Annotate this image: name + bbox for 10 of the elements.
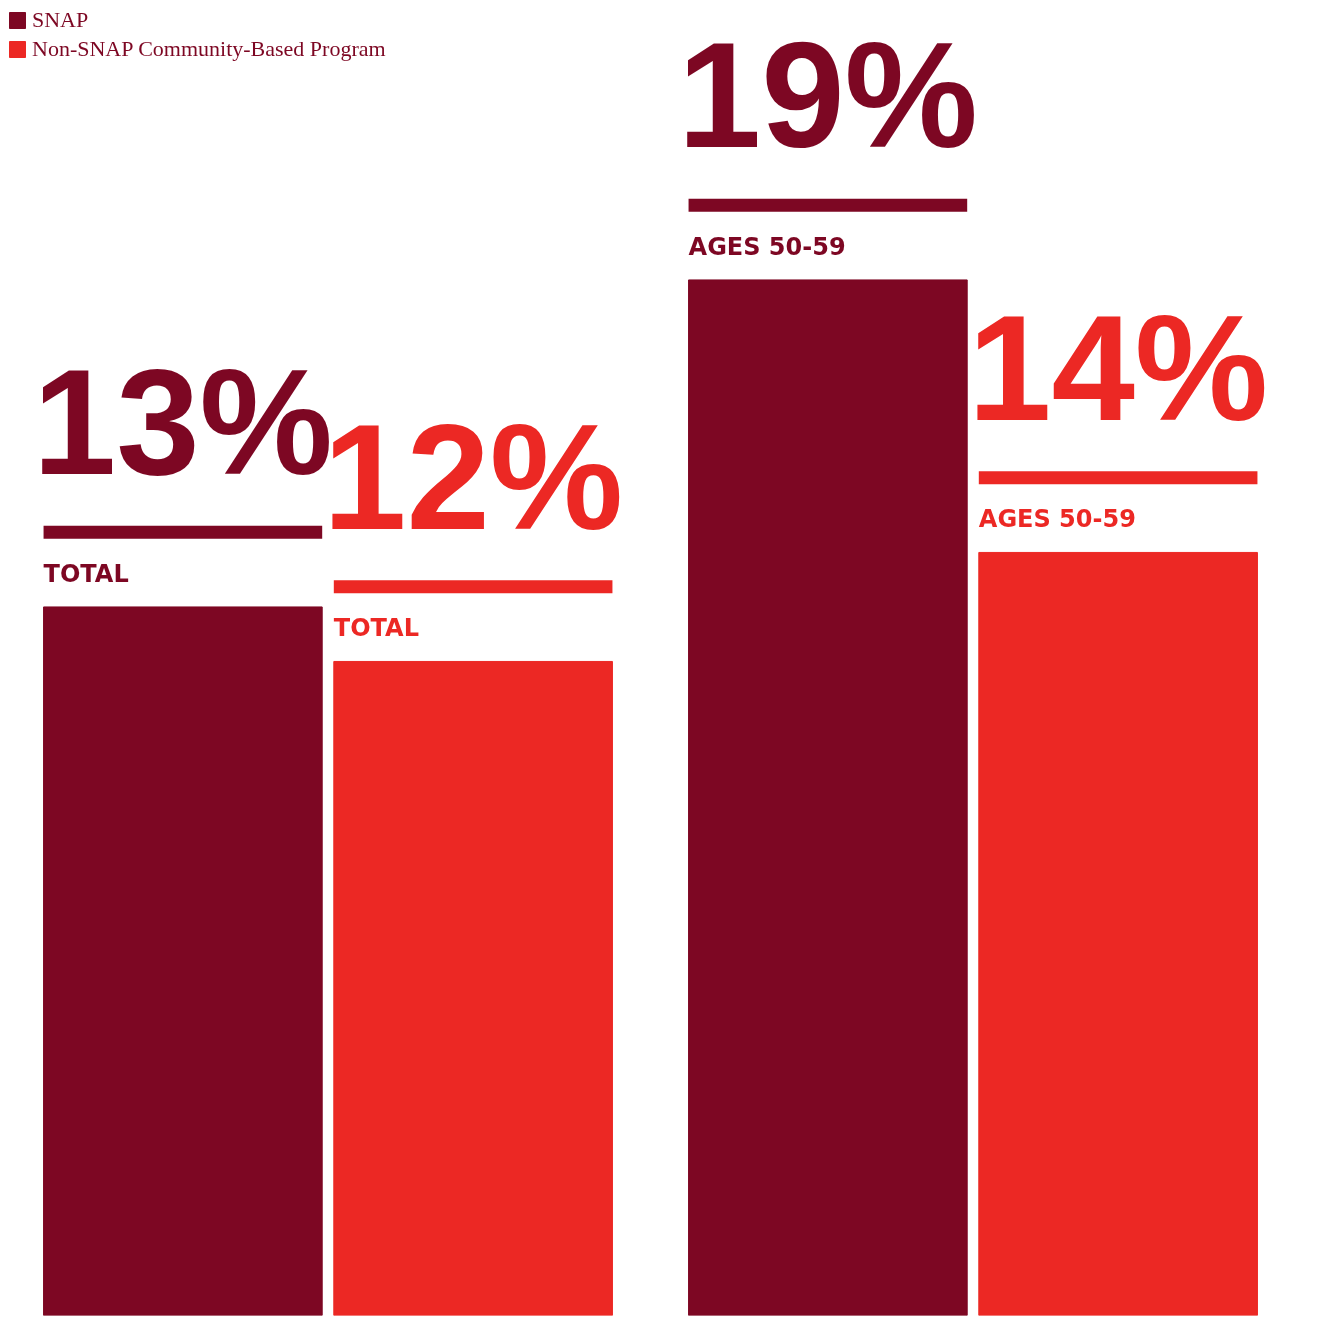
data-label: 19% (677, 11, 978, 180)
bar (978, 551, 1258, 1316)
bar (688, 279, 968, 1316)
bar (333, 660, 613, 1316)
legend-label: SNAP (32, 7, 89, 33)
data-label: 14% (968, 283, 1269, 452)
legend-label: Non-SNAP Community-Based Program (32, 36, 386, 62)
category-label: TOTAL (333, 614, 419, 643)
bar (43, 606, 323, 1316)
category-label: AGES 50-59 (978, 505, 1136, 534)
